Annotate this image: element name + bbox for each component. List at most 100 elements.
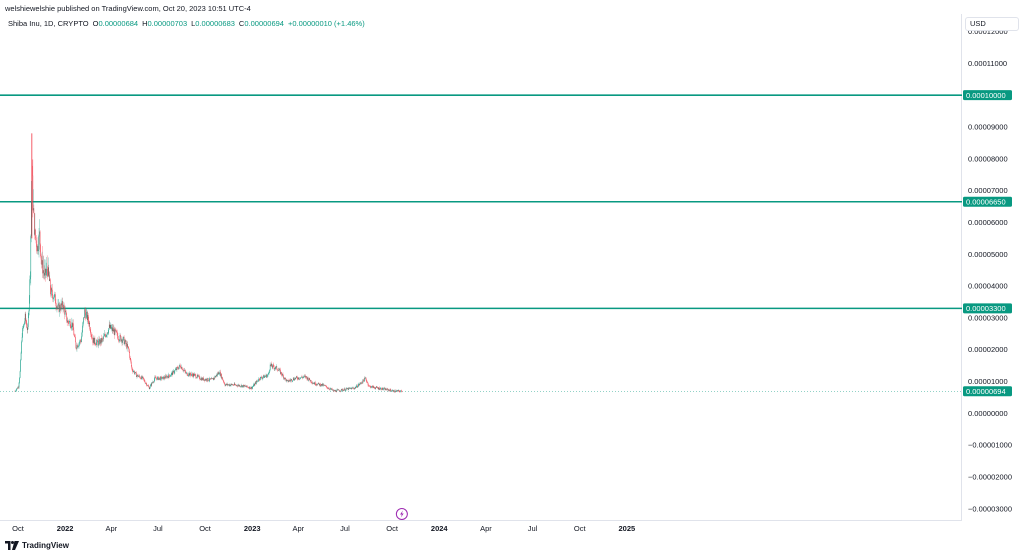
candle-body — [107, 332, 108, 334]
candle-body — [275, 368, 276, 369]
candle-body — [314, 382, 315, 385]
candle-body — [294, 378, 295, 381]
candle-body — [160, 376, 162, 378]
candle-body — [53, 297, 54, 300]
candle-body — [99, 339, 101, 345]
candle-body — [110, 324, 112, 329]
candle-body — [242, 385, 244, 386]
change-value: +0.00000010 (+1.46%) — [287, 19, 365, 28]
candle-body — [270, 363, 272, 366]
candle-body — [101, 338, 102, 343]
candle-body — [105, 335, 107, 337]
candle-body — [394, 390, 396, 392]
candle-body — [288, 381, 289, 382]
candle-body — [385, 388, 386, 391]
candle-body — [145, 383, 147, 384]
candle-body — [362, 382, 363, 384]
candle-body — [266, 374, 267, 378]
candle-body — [374, 388, 376, 389]
price-chart[interactable] — [0, 14, 962, 520]
candle-body — [111, 327, 113, 328]
candle-body — [307, 377, 308, 380]
candle-body — [346, 388, 348, 390]
candle-body — [334, 390, 335, 392]
candle-body — [372, 386, 374, 388]
candle-body — [31, 201, 32, 237]
candle-body — [23, 323, 25, 325]
candle-body — [220, 371, 221, 377]
candle-body — [209, 378, 210, 381]
candle-body — [126, 344, 128, 349]
candle-body — [287, 380, 288, 381]
candle-body — [230, 383, 232, 385]
candle-body — [200, 379, 201, 380]
candle-body — [194, 374, 195, 377]
candle-body — [306, 377, 308, 380]
candle-body — [138, 376, 139, 377]
candle-body — [16, 389, 17, 391]
candle-body — [193, 373, 194, 377]
candle-body — [311, 382, 313, 384]
candle-body — [192, 373, 193, 375]
candle-body — [157, 377, 158, 380]
candle-body — [324, 385, 326, 387]
candle-body — [315, 384, 317, 386]
currency-button[interactable]: USD — [965, 17, 1019, 31]
price-tick-label: 0.00009000 — [968, 122, 1008, 131]
candle-body — [94, 337, 95, 345]
candle-body — [318, 382, 320, 384]
candle-body — [75, 342, 77, 349]
candle-body — [175, 368, 177, 370]
candle-body — [92, 337, 93, 339]
candle-body — [386, 389, 387, 391]
high-label: H — [142, 19, 148, 28]
candle-body — [55, 294, 56, 304]
candle-body — [207, 378, 209, 381]
candle-body — [128, 349, 130, 353]
candle-body — [85, 312, 86, 319]
candle-body — [152, 382, 154, 383]
candle-body — [163, 376, 164, 380]
chart-area[interactable] — [0, 14, 962, 520]
price-tick-label: 0.00004000 — [968, 282, 1008, 291]
symbol-legend: Shiba Inu, 1D, CRYPTO O 0.00000684 H 0.0… — [8, 19, 369, 28]
candle-body — [297, 378, 299, 380]
candle-body — [277, 369, 278, 371]
level-badge-0: 0.00010000 — [966, 91, 1006, 100]
candle-body — [228, 384, 229, 386]
candle-body — [229, 384, 230, 386]
candle-body — [186, 372, 188, 376]
price-scale[interactable]: 0.00012000 0.00011000 0.00009000 0.00008000… — [962, 14, 1024, 520]
candle-body — [72, 322, 73, 328]
symbol-name[interactable]: Shiba Inu, 1D, CRYPTO — [8, 19, 89, 28]
candle-body — [158, 376, 159, 380]
candle-body — [319, 383, 320, 386]
candle-body — [71, 322, 73, 328]
candle-body — [28, 311, 30, 317]
candle-body — [156, 378, 158, 380]
candle-body — [123, 336, 125, 345]
candle-body — [173, 370, 174, 372]
candle-body — [164, 376, 165, 379]
candle-body — [383, 389, 384, 390]
candle-body — [120, 335, 121, 337]
time-tick-label: Oct — [12, 524, 25, 533]
candle-body — [178, 367, 180, 370]
candle-body — [218, 372, 219, 375]
candle-body — [26, 323, 27, 328]
candle-body — [240, 386, 242, 388]
candle-body — [96, 342, 97, 346]
candle-body — [261, 377, 263, 379]
candle-body — [326, 385, 327, 388]
candle-body — [347, 388, 348, 390]
candle-body — [125, 340, 126, 344]
candle-body — [83, 317, 85, 319]
time-axis[interactable]: Oct 2022 Apr Jul Oct 2023 Apr Jul Oct 2024 Apr Jul O… — [0, 520, 962, 534]
candle-body — [88, 320, 89, 325]
candle-body — [295, 377, 297, 379]
candle-body — [182, 369, 183, 371]
candle-body — [208, 380, 209, 382]
candle-body — [49, 279, 51, 281]
time-tick-label: Apr — [480, 524, 492, 533]
candle-body — [21, 337, 23, 342]
